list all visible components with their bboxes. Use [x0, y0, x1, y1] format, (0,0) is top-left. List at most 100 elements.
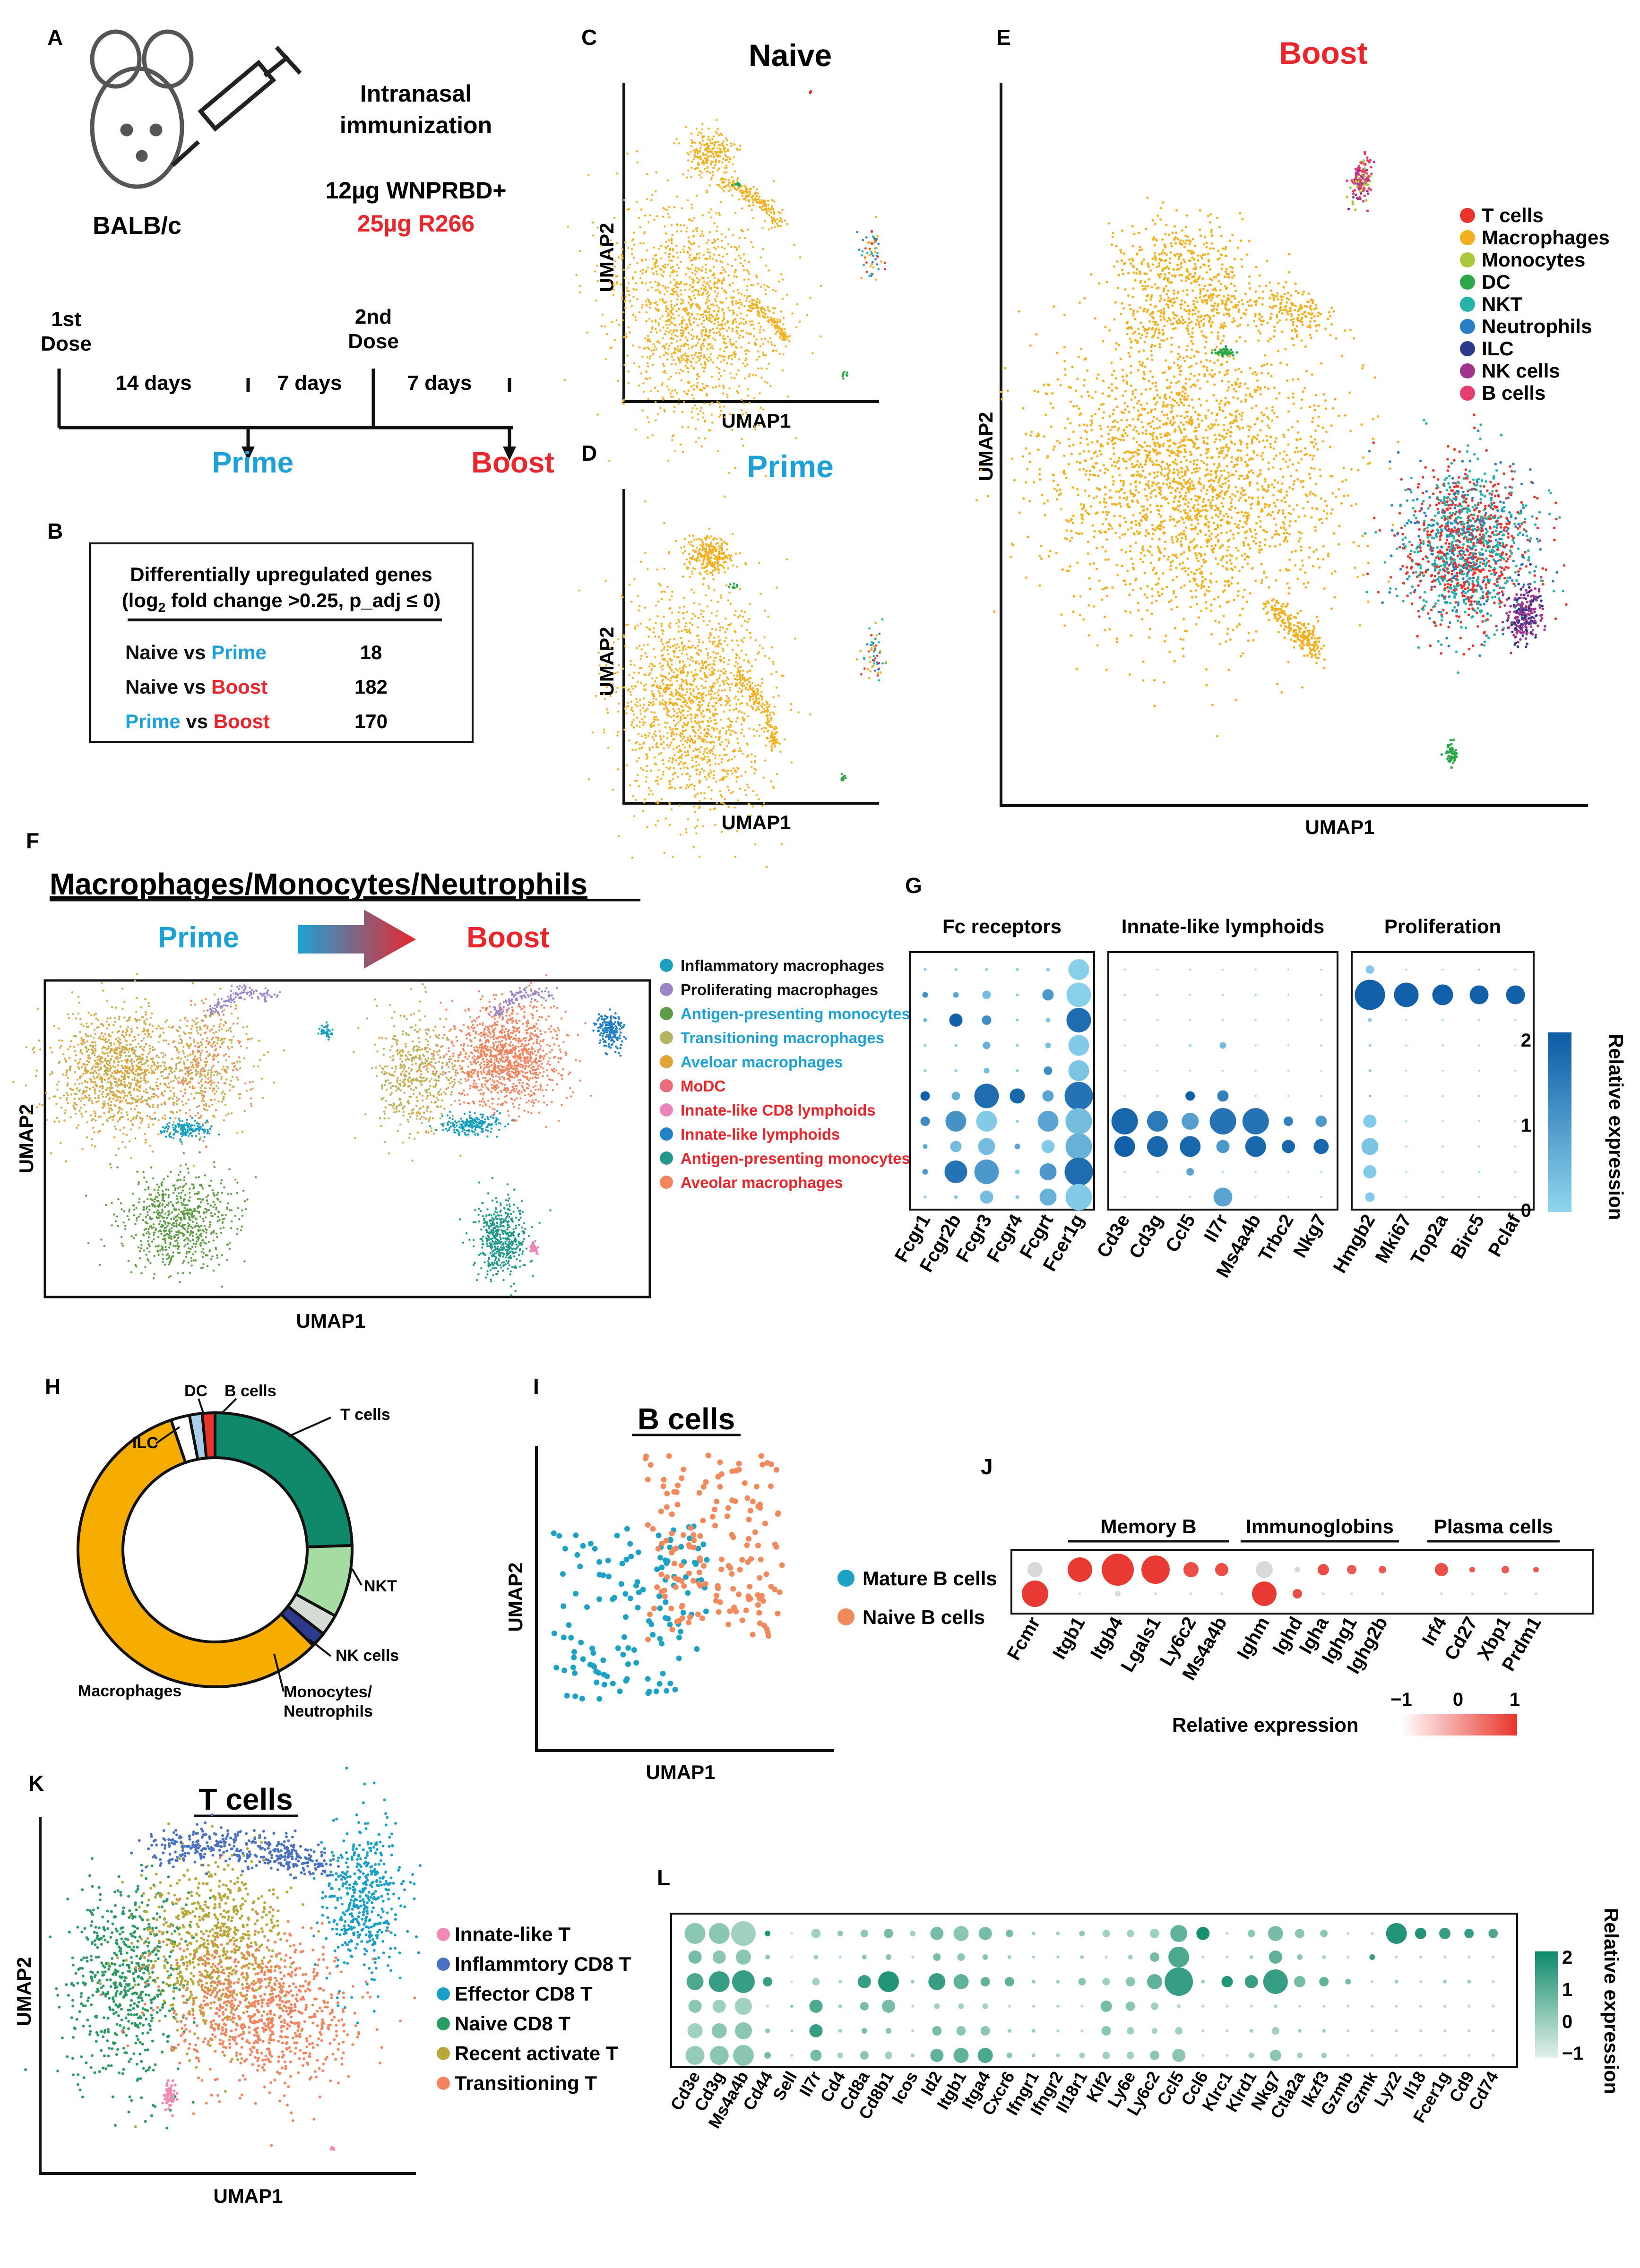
prime-arrow	[242, 447, 255, 461]
dot	[1126, 1930, 1134, 1937]
dot	[958, 2003, 964, 2009]
panel-d-title: Prime	[747, 449, 833, 484]
dotplot-box	[1107, 951, 1338, 1211]
dot	[1297, 1954, 1303, 1960]
legend-label: Neutrophils	[1482, 315, 1592, 337]
dot	[1170, 1925, 1188, 1942]
dot	[1405, 1044, 1407, 1047]
dot	[1405, 1171, 1407, 1173]
dot	[1201, 1980, 1205, 1984]
dot	[1254, 1070, 1257, 1072]
panel-k-xlabel: UMAP1	[213, 2185, 283, 2207]
prime-proliferating-arc	[203, 984, 281, 1017]
dot	[1347, 1956, 1350, 1959]
legend-swatch	[1460, 319, 1475, 334]
dot	[1488, 1929, 1498, 1938]
dot	[1419, 2005, 1422, 2008]
dot	[1435, 1563, 1448, 1576]
legend-swatch	[1460, 341, 1475, 356]
dot	[1111, 1108, 1138, 1134]
gene-label: Il7r	[1200, 1211, 1232, 1246]
dot	[1405, 1095, 1407, 1097]
dot	[1287, 1019, 1290, 1021]
boost-proliferating-arc	[488, 986, 558, 1019]
dot	[1016, 1019, 1019, 1022]
naive-dc-2	[841, 370, 848, 380]
dot	[1125, 2002, 1135, 2011]
prime-inflammatory-2	[317, 1021, 334, 1041]
dot	[1269, 2050, 1281, 2061]
dot	[1222, 969, 1224, 971]
dot	[1441, 1120, 1444, 1122]
panel-f: F Macrophages/Monocytes/Neutrophils Prim…	[12, 828, 910, 1332]
dot	[1189, 1019, 1191, 1021]
dot	[1371, 2005, 1374, 2008]
dot	[813, 1955, 819, 1959]
dot	[1064, 1158, 1093, 1186]
dot	[924, 1195, 927, 1199]
interval-1: 14 days	[115, 371, 191, 395]
dot	[886, 2028, 891, 2034]
label-nk-cells: NK cells	[336, 1647, 399, 1665]
dot	[1514, 1044, 1517, 1047]
dot	[1180, 1136, 1201, 1157]
legend-label: Aveloar macrophages	[681, 1053, 843, 1071]
dot	[1215, 1563, 1228, 1576]
panel-l-colorbar-ticks: 2 1 0 −1	[1562, 1947, 1584, 2064]
panel-c: C Naive UMAP1 UMAP2	[563, 25, 886, 498]
dot	[1282, 1140, 1295, 1153]
prime-lymphoid-cluster	[856, 618, 887, 682]
dot	[688, 1950, 702, 1964]
dot	[1156, 994, 1158, 996]
dot	[1220, 1592, 1223, 1595]
legend-swatch	[437, 1958, 450, 1971]
dot	[911, 2005, 915, 2008]
panel-letter-f: F	[26, 828, 39, 853]
legend-label: B cells	[1482, 382, 1545, 404]
gene-label: Ccl5	[1162, 1211, 1200, 1256]
dot	[1478, 1196, 1480, 1198]
dot	[1365, 965, 1374, 974]
legend-swatch	[660, 1055, 673, 1068]
dot	[1014, 1143, 1020, 1150]
dot	[1322, 1955, 1326, 1959]
dot	[1419, 2054, 1422, 2057]
dot	[1492, 2005, 1495, 2008]
label-dc: DC	[184, 1382, 207, 1400]
dot	[1478, 1120, 1480, 1122]
dot	[1216, 1140, 1230, 1153]
dot	[1492, 2029, 1495, 2032]
dot	[1371, 1980, 1374, 1983]
label-macrophages: Macrophages	[78, 1682, 181, 1700]
dot	[685, 2046, 705, 2065]
dot	[1156, 1171, 1158, 1173]
dot	[1065, 1133, 1092, 1160]
dot	[1478, 1145, 1480, 1148]
dotplot-box	[670, 1913, 1518, 2068]
dot	[860, 2051, 869, 2060]
gene-label: Cd27	[1441, 1614, 1482, 1664]
dot	[1015, 1169, 1020, 1174]
panel-f-frame	[43, 979, 651, 1298]
syringe-icon	[171, 45, 302, 167]
panel-i-xlabel: UMAP1	[646, 1761, 715, 1783]
dot	[1007, 2029, 1011, 2033]
dot	[1022, 1581, 1048, 1607]
dot	[1247, 1930, 1255, 1937]
dot	[978, 1138, 995, 1155]
dot	[1347, 2054, 1350, 2057]
dot	[1441, 1044, 1444, 1047]
naive-tail	[748, 299, 790, 348]
legend-swatch	[1460, 252, 1475, 267]
panel-e-axes	[1000, 83, 1588, 807]
legend-label: Recent activate T	[455, 2042, 618, 2064]
panel-l-colorbar-label: Relative expression	[1600, 1908, 1623, 2095]
dot	[1249, 2029, 1253, 2033]
dotplot-box	[909, 951, 1095, 1211]
dot	[1149, 1929, 1159, 1938]
dot	[1368, 1069, 1372, 1072]
dot	[1222, 994, 1224, 996]
deg-table-box	[89, 542, 474, 743]
boost-label: Boost	[471, 447, 554, 479]
dot	[928, 1973, 946, 1990]
